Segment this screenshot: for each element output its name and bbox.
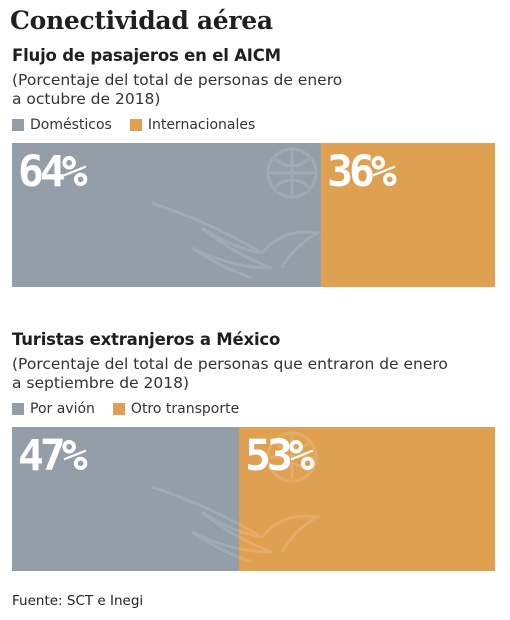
chart-legend: Domésticos Internacionales [12, 116, 496, 134]
chart-turistas-extranjeros: Turistas extranjeros a México (Porcentaj… [12, 330, 496, 571]
legend-label-por-avion: Por avión [30, 401, 95, 417]
legend-swatch-otro-transporte [112, 403, 125, 415]
chart-title: Turistas extranjeros a México [12, 330, 281, 349]
legend-swatch-domesticos [12, 119, 24, 131]
legend-swatch-internacionales [129, 119, 142, 131]
chart-subtitle: (Porcentaje del total de personas que en… [12, 355, 496, 393]
legend-label-internacionales: Internacionales [147, 117, 256, 133]
legend-item-otro-transporte: Otro transporte [112, 401, 240, 417]
chart-pasajeros-aicm: Flujo de pasajeros en el AICM (Porcentaj… [12, 46, 496, 287]
chart-subtitle-line-2: a septiembre de 2018) [12, 374, 190, 392]
bar-label-internacionales: 36% [327, 147, 397, 197]
bar-segment-otro-transporte: 53% [239, 427, 495, 571]
legend-label-domesticos: Domésticos [30, 117, 112, 133]
chart-subtitle-line-2: a octubre de 2018) [12, 90, 161, 108]
stacked-bar: 64% 36% [12, 143, 495, 287]
bar-segment-internacionales: 36% [321, 143, 495, 287]
chart-legend: Por avión Otro transporte [12, 400, 496, 418]
bar-label-otro-transporte: 53% [245, 431, 315, 481]
bar-label-domesticos: 64% [18, 147, 88, 197]
bar-label-por-avion: 47% [18, 431, 88, 481]
legend-item-por-avion: Por avión [12, 401, 95, 417]
page-title: Conectividad aérea [10, 6, 273, 35]
source-note: Fuente: SCT e Inegi [12, 593, 144, 609]
legend-swatch-por-avion [12, 403, 24, 415]
chart-title: Flujo de pasajeros en el AICM [12, 46, 281, 65]
legend-item-domesticos: Domésticos [12, 117, 112, 133]
legend-label-otro-transporte: Otro transporte [130, 401, 240, 417]
chart-subtitle: (Porcentaje del total de personas de ene… [12, 71, 496, 109]
legend-item-internacionales: Internacionales [129, 117, 256, 133]
chart-subtitle-line-1: (Porcentaje del total de personas de ene… [12, 71, 343, 89]
bar-segment-por-avion: 47% [12, 427, 239, 571]
chart-subtitle-line-1: (Porcentaje del total de personas que en… [12, 355, 448, 373]
bar-segment-domesticos: 64% [12, 143, 322, 287]
stacked-bar: 47% 53% [12, 427, 495, 571]
